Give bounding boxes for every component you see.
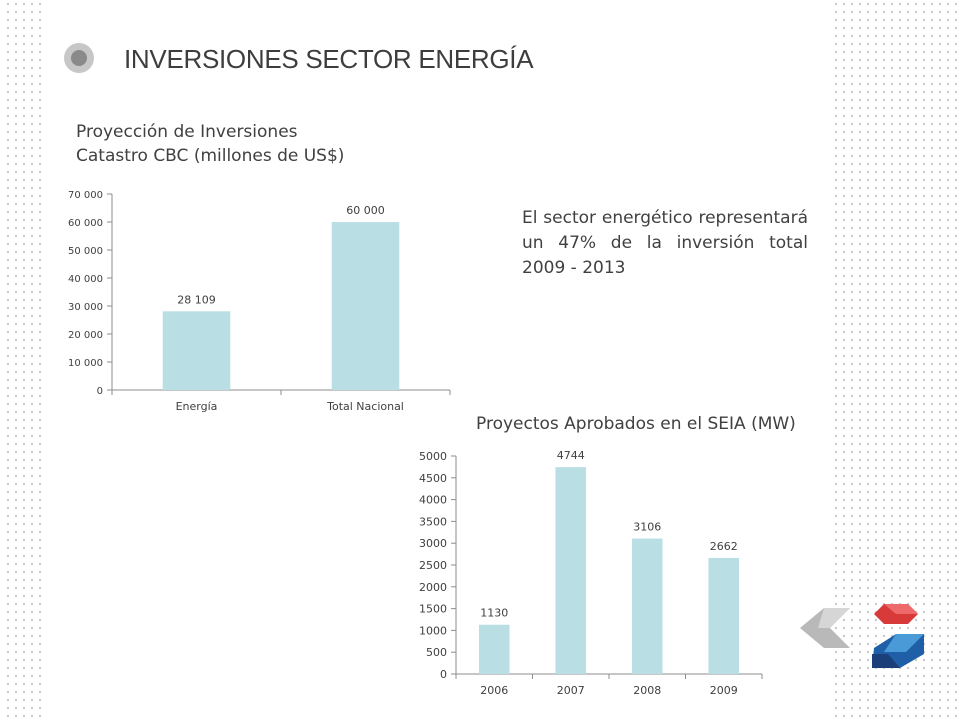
x-tick-label: 2008 [633,684,661,697]
bar [708,557,740,674]
data-label: 1130 [480,607,508,620]
y-tick-label: 3000 [419,537,447,550]
x-tick-label: Energía [176,400,218,413]
bar [631,538,663,674]
y-tick-label: 0 [440,668,447,681]
y-tick-label: 70 000 [68,190,103,201]
y-tick-label: 1500 [419,603,447,616]
y-tick-label: 1000 [419,624,447,637]
y-tick-label: 30 000 [68,302,103,313]
y-tick-label: 3500 [419,515,447,528]
bar [478,624,510,674]
chart2-title: Proyectos Aprobados en el SEIA (MW) [476,414,796,434]
bar [331,222,400,390]
y-tick-label: 20 000 [68,330,103,341]
x-tick-label: Total Nacional [326,400,404,413]
x-tick-label: 2007 [557,684,585,697]
y-tick-label: 2000 [419,581,447,594]
y-tick-label: 2500 [419,559,447,572]
dot-pattern-left [4,0,44,720]
data-label: 2662 [710,540,738,553]
y-tick-label: 50 000 [68,246,103,257]
investment-bar-chart: 0 10 000 20 000 30 000 40 000 50 000 60 000 70 … [68,190,451,413]
data-label: 4744 [557,449,585,462]
page-title: INVERSIONES SECTOR ENERGÍA [124,44,534,74]
y-tick-label: 4000 [419,494,447,507]
bar [555,467,587,674]
y-tick-label: 5000 [419,450,447,463]
energy-share-note: El sector energético representará un 47%… [522,208,808,278]
title-bullet-icon [64,43,94,73]
x-tick-label: 2009 [710,684,738,697]
y-tick-label: 500 [426,646,447,659]
data-label: 3106 [633,521,661,534]
seia-projects-bar-chart: 0 500 1000 1500 2000 2500 3000 3500 4000 4500 5000… [419,449,763,697]
dot-pattern-right [832,0,960,720]
y-tick-label: 4500 [419,472,447,485]
chart1-title: Proyección de Inversiones Catastro CBC (… [76,120,344,168]
chart1-title-line2: Catastro CBC (millones de US$) [76,146,345,166]
bar [162,311,231,390]
data-label: 28 109 [177,293,216,306]
y-tick-label: 40 000 [68,274,103,285]
y-tick-label: 10 000 [68,358,103,369]
y-tick-label: 0 [97,386,103,397]
chart1-title-line1: Proyección de Inversiones [76,122,298,142]
data-label: 60 000 [346,204,385,217]
logo-icon [800,604,924,668]
x-tick-label: 2006 [480,684,508,697]
y-tick-label: 60 000 [68,218,103,229]
